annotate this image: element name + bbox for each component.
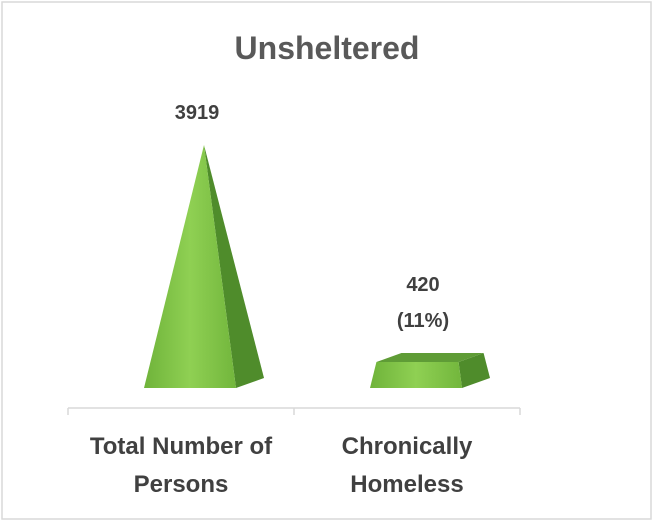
x-tick-label: Total Number of Persons <box>89 433 273 498</box>
pyramid <box>370 353 490 388</box>
data-label: 3919 <box>174 102 220 124</box>
pyramid-front <box>370 361 462 388</box>
pyramid-side <box>458 353 490 388</box>
data-label: 420 (11%) <box>396 274 450 333</box>
x-tick-label: Chronically Homeless <box>341 433 473 498</box>
pyramid-side <box>204 145 264 388</box>
pyramid-top <box>376 353 484 362</box>
pyramid <box>144 145 264 388</box>
chart-title: Unsheltered <box>234 30 420 66</box>
pyramid-front <box>144 145 236 388</box>
